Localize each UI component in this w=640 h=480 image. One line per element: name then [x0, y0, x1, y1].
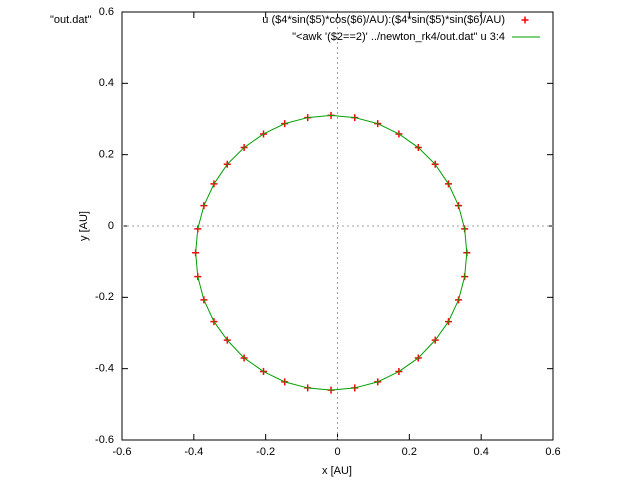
y-tick-label: 0	[108, 220, 114, 232]
x-tick-label: -0.6	[113, 446, 132, 458]
legend-symbol	[521, 16, 529, 24]
y-tick-label: 0.2	[99, 149, 114, 161]
legend-label: "<awk '($2==2)' ../newton_rk4/out.dat" u…	[292, 31, 505, 43]
x-tick-label: -0.2	[256, 446, 275, 458]
y-tick-label: -0.2	[95, 291, 114, 303]
y-tick-label: -0.4	[95, 363, 114, 375]
x-tick-label: 0.2	[402, 446, 417, 458]
y-tick-label: -0.6	[95, 434, 114, 446]
y-tick-label: 0.6	[99, 6, 114, 18]
y-axis-label: y [AU]	[78, 211, 90, 241]
x-tick-label: 0.6	[545, 446, 560, 458]
line	[195, 114, 468, 391]
x-tick-label: -0.4	[184, 446, 203, 458]
x-axis-label: x [AU]	[322, 465, 352, 477]
chart-title: "out.dat"	[50, 14, 92, 26]
y-tick-label: 0.4	[99, 77, 114, 89]
x-tick-label: 0	[334, 446, 340, 458]
x-tick-label: 0.4	[474, 446, 489, 458]
legend-label: u ($4*sin($5)*cos($6)/AU):($4*sin($5)*si…	[262, 14, 505, 26]
